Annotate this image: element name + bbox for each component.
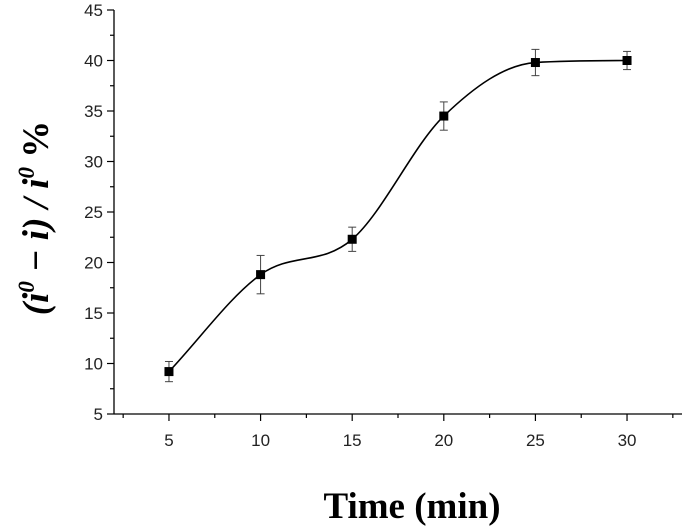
x-tick-label: 15 (343, 431, 362, 450)
y-tick-label: 40 (84, 52, 103, 71)
y-axis-title-part2: − i) / i (16, 178, 57, 281)
y-tick-label: 20 (84, 254, 103, 273)
data-point (256, 270, 266, 280)
y-tick-label: 45 (84, 1, 103, 20)
data-markers (164, 56, 632, 377)
x-tick-label: 20 (434, 431, 453, 450)
x-tick-label: 10 (251, 431, 270, 450)
y-tick-label: 35 (84, 102, 103, 121)
axes (113, 10, 682, 415)
x-tick-label: 25 (526, 431, 545, 450)
curve-layer (168, 59, 628, 373)
y-axis-title-sup2: 0 (14, 167, 39, 179)
y-tick-label: 5 (94, 405, 103, 424)
y-tick-label: 15 (84, 304, 103, 323)
y-tick-label: 30 (84, 153, 103, 172)
data-point (622, 56, 632, 65)
data-point (439, 111, 449, 121)
y-axis-title-sup1: 0 (14, 281, 39, 293)
data-point (530, 58, 540, 68)
ticks: 5 10 15 20 25 30 35 40 45 5 10 15 20 25 30 (84, 1, 674, 450)
x-tick-label: 30 (618, 431, 637, 450)
y-tick-label: 10 (84, 355, 103, 374)
error-bars (164, 48, 632, 383)
x-axis-title: Time (min) (323, 486, 500, 526)
y-axis-title-part1: (i (16, 292, 57, 315)
y-tick-label: 25 (84, 203, 103, 222)
data-point (347, 234, 357, 244)
x-tick-label: 5 (164, 431, 173, 450)
series-line (168, 59, 628, 373)
data-point (164, 367, 174, 377)
y-axis-title: (i0 − i) / i0 % (14, 121, 57, 315)
y-axis-title-part3: % (16, 121, 57, 167)
